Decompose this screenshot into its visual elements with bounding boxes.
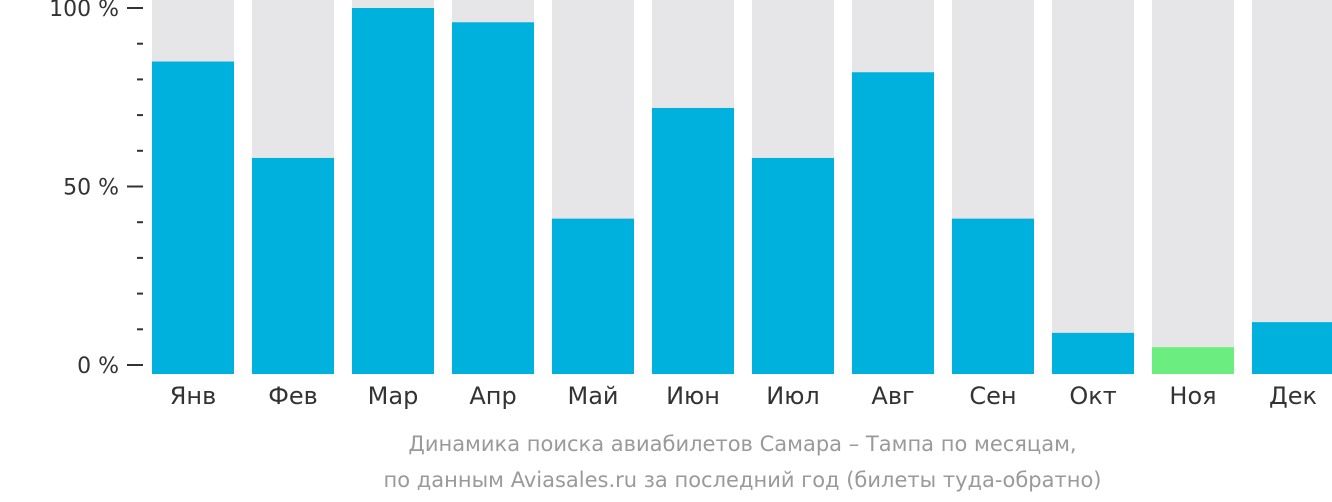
bar [552,218,634,374]
x-axis-category-label: Окт [1069,382,1116,410]
x-axis-category-label: Апр [469,382,516,410]
chart-caption-line-2: по данным Aviasales.ru за последний год … [383,468,1102,492]
x-axis-category-label: Мар [368,382,419,410]
bar [852,72,934,374]
bar [952,218,1034,374]
y-axis-tick-label: 50 % [63,176,119,201]
x-axis-category-label: Ноя [1169,382,1216,410]
bar-background [1152,0,1234,374]
bar [1152,347,1234,374]
x-axis-category-label: Фев [268,382,318,410]
x-axis-category-label: Май [567,382,618,410]
chart-caption-line-1: Динамика поиска авиабилетов Самара – Там… [408,432,1077,456]
bar [252,157,334,374]
x-axis-category-label: Июн [666,382,720,410]
bar [352,8,434,374]
bar [652,107,734,375]
x-axis-category-label: Дек [1269,382,1317,410]
bar [152,61,234,375]
bar [452,22,534,375]
bar-background [1052,0,1134,374]
y-axis-tick-label: 0 % [77,354,119,379]
bar-background [1252,0,1332,374]
x-axis-category-label: Янв [170,382,217,410]
x-axis-category-label: Июл [766,382,820,410]
x-axis-category-label: Сен [969,382,1016,410]
bar [752,157,834,374]
bar [1052,332,1134,374]
bar [1252,322,1332,374]
y-axis-tick-label: 100 % [49,0,119,22]
x-axis-category-label: Авг [871,382,914,410]
